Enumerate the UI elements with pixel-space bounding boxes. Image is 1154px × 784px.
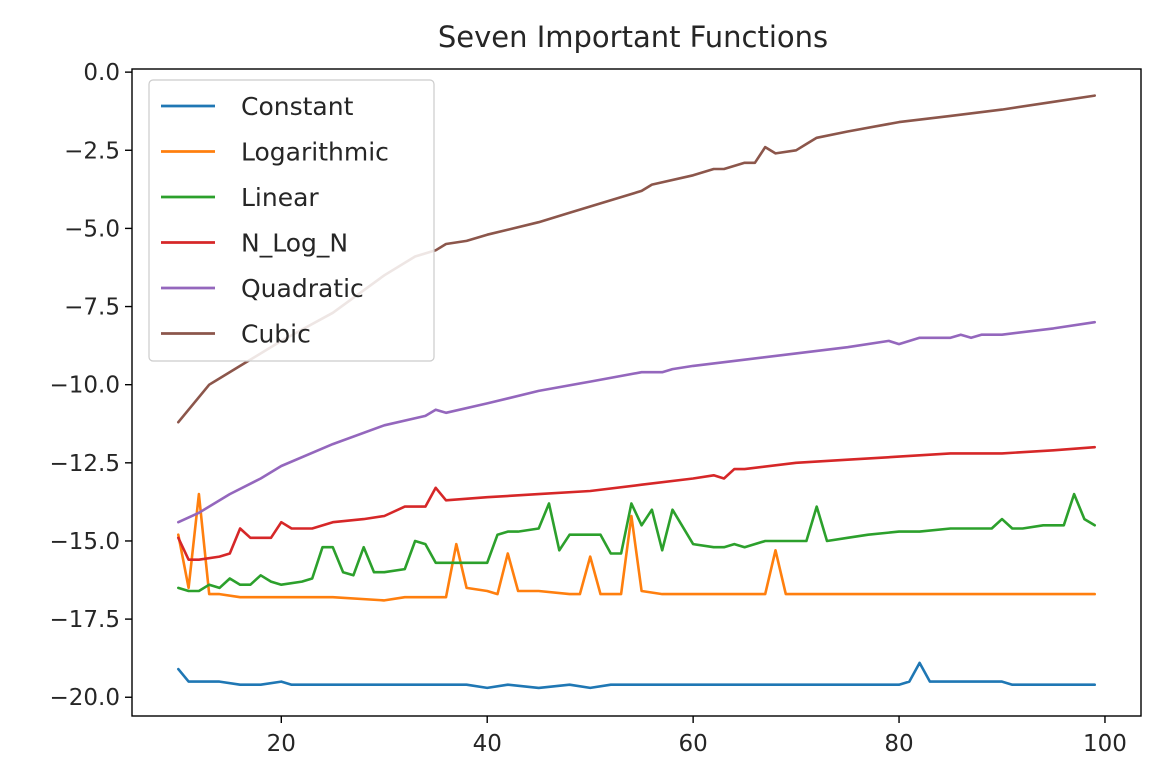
y-tick-label: −17.5 [50,607,120,633]
legend-label: Constant [241,92,354,121]
legend-label: Cubic [241,320,311,349]
legend-label: Logarithmic [241,138,389,167]
series-line-logarithmic [177,492,1096,602]
y-tick-label: −5.0 [64,216,120,242]
legend-label: Linear [241,183,319,212]
legend-label: Quadratic [241,274,364,303]
plot-frame [131,68,1142,717]
x-tick-label: 40 [473,731,502,757]
x-tick-label: 60 [678,731,707,757]
y-tick-label: −12.5 [50,451,120,477]
chart-title: Seven Important Functions [438,20,828,54]
y-tick-label: −7.5 [64,295,120,321]
series-line-constant [177,661,1096,690]
series-line-linear [177,492,1096,593]
y-tick-label: −20.0 [50,685,120,711]
legend-label: N_Log_N [241,229,348,258]
y-tick-label: −10.0 [50,373,120,399]
x-tick-label: 20 [267,731,296,757]
y-tick-label: −2.5 [64,138,120,164]
x-tick-label: 80 [884,731,913,757]
y-tick-label: 0.0 [83,60,120,86]
legend-box [148,79,435,362]
series-line-n-log-n [177,445,1096,562]
series-line-quadratic [177,320,1096,524]
legend: Constant Logarithmic Linear N_Log_N Quadrati… [148,79,435,362]
y-tick-label: −15.0 [50,529,120,555]
axes: 20 40 60 80 100 0.0 −2.5 −5.0 −7.5 −10.0 −12.5 −15.… [50,60,1142,757]
x-tick-label: 100 [1083,731,1127,757]
